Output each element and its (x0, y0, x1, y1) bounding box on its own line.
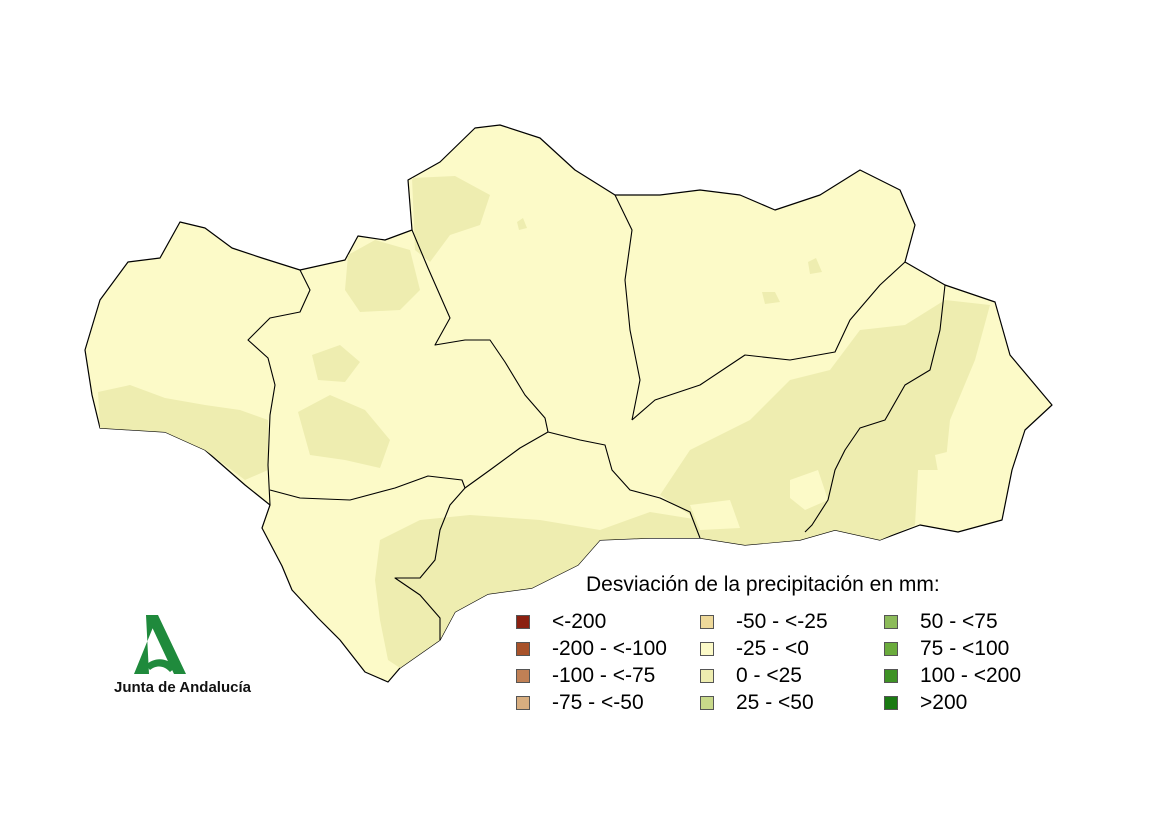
legend-label: 50 - <75 (920, 610, 998, 633)
junta-logo-text: Junta de Andalucía (114, 679, 251, 696)
zone-huelva-coast (98, 385, 268, 480)
legend-item: 0 - <25 (700, 664, 802, 687)
border-cordoba-granada-malaga (547, 431, 701, 539)
junta-logo (112, 612, 262, 702)
zone-sevilla-center (312, 345, 360, 382)
legend-swatch (516, 696, 530, 710)
zone-cordoba-spot (517, 218, 527, 230)
legend-swatch (516, 669, 530, 683)
legend-item: -200 - <-100 (516, 637, 667, 660)
legend-item: 50 - <75 (884, 610, 998, 633)
zone-cadiz-malaga (375, 512, 700, 668)
legend-title: Desviación de la precipitación en mm: (586, 573, 940, 596)
legend-label: 0 - <25 (736, 664, 802, 687)
border-granada-almeria (804, 284, 946, 533)
legend-swatch (516, 615, 530, 629)
border-sevilla-cordoba (411, 229, 549, 433)
border-sevilla-cadiz (269, 475, 466, 501)
legend-swatch (700, 696, 714, 710)
legend-label: >200 (920, 691, 968, 714)
zone-minus25-to-0-patches (690, 450, 955, 530)
legend-label: 25 - <50 (736, 691, 814, 714)
legend-swatch (884, 696, 898, 710)
border-huelva-sevilla (247, 269, 311, 506)
legend-label: 75 - <100 (920, 637, 1010, 660)
zone-granada-almeria (660, 300, 990, 545)
legend-swatch (884, 669, 898, 683)
legend-label: -200 - <-100 (552, 637, 667, 660)
border-jaen-granada (631, 261, 906, 421)
zone-sierra-norte (412, 176, 490, 262)
legend-swatch (516, 642, 530, 656)
legend-item: -100 - <-75 (516, 664, 656, 687)
legend-swatch (884, 642, 898, 656)
legend-item: 100 - <200 (884, 664, 1022, 687)
zone-sevilla-south (298, 395, 390, 468)
zone-0-to-25 (98, 176, 990, 668)
legend-label: -50 - <-25 (736, 610, 828, 633)
legend-item: <-200 (516, 610, 607, 633)
zone-huelva-north (345, 240, 420, 312)
legend-swatch (884, 615, 898, 629)
province-borders (247, 194, 946, 640)
legend-swatch (700, 642, 714, 656)
legend-label: -75 - <-50 (552, 691, 644, 714)
legend-item: -25 - <0 (700, 637, 809, 660)
legend-swatch (700, 669, 714, 683)
legend-item: >200 (884, 691, 968, 714)
legend-item: -75 - <-50 (516, 691, 644, 714)
legend-item: -50 - <-25 (700, 610, 828, 633)
zone-jaen-spot-2 (762, 292, 780, 304)
junta-a-icon (134, 615, 186, 674)
zone-jaen-spot-1 (808, 258, 822, 274)
legend-item: 25 - <50 (700, 691, 814, 714)
legend-item: 75 - <100 (884, 637, 1010, 660)
legend-label: -25 - <0 (736, 637, 809, 660)
legend-swatch (700, 615, 714, 629)
legend-label: <-200 (552, 610, 607, 633)
legend-label: -100 - <-75 (552, 664, 656, 687)
border-sevilla-malaga (394, 431, 549, 640)
legend-label: 100 - <200 (920, 664, 1022, 687)
border-cordoba-jaen (614, 194, 641, 421)
